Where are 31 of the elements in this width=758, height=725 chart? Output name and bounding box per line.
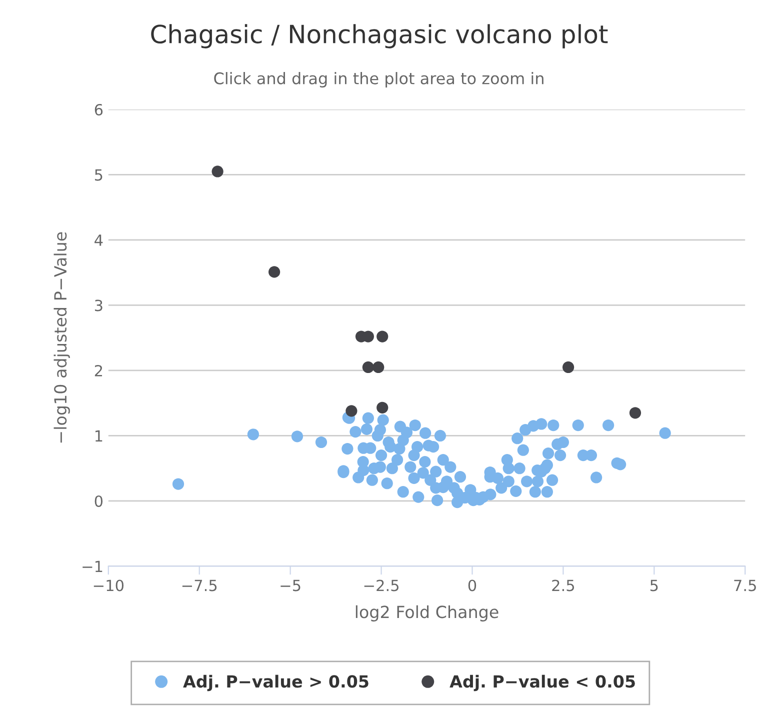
point bbox=[376, 330, 388, 342]
y-tick-label: 2 bbox=[94, 364, 102, 376]
point bbox=[376, 402, 388, 414]
x-tick-label: −10 bbox=[94, 580, 124, 592]
point bbox=[629, 407, 642, 419]
x-tick-label: −5 bbox=[280, 580, 300, 592]
legend-label: Adj. P−value < 0.05 bbox=[450, 674, 635, 692]
point bbox=[346, 405, 358, 417]
x-tick-label: 7.5 bbox=[734, 580, 756, 592]
point bbox=[362, 361, 374, 374]
point bbox=[212, 166, 224, 178]
point bbox=[372, 361, 384, 374]
legend-label: Adj. P−value > 0.05 bbox=[183, 674, 368, 692]
y-tick-label: 3 bbox=[94, 300, 102, 312]
x-axis-title: log2 Fold Change bbox=[356, 605, 498, 622]
y-tick-label: 6 bbox=[94, 104, 103, 116]
y-tick-label: 0 bbox=[94, 495, 103, 507]
x-tick-label: 2.5 bbox=[552, 580, 574, 592]
chart-subtitle: Click and drag in the plot area to zoom in bbox=[214, 72, 544, 88]
y-tick-label: 1 bbox=[95, 430, 102, 442]
y-tick-label: 5 bbox=[94, 169, 102, 181]
y-axis-title: −log10 adjusted P−Value bbox=[54, 232, 70, 443]
point bbox=[268, 266, 280, 278]
x-tick-label: −7.5 bbox=[182, 580, 217, 592]
x-tick-label: 0 bbox=[468, 580, 476, 592]
point bbox=[562, 361, 574, 374]
x-tick-label: −2.5 bbox=[364, 580, 398, 592]
x-tick-label: 5 bbox=[650, 580, 658, 592]
chart-title: Chagasic / Nonchagasic volcano plot bbox=[151, 24, 608, 48]
y-tick-label: 4 bbox=[94, 234, 103, 246]
y-tick-label: −1 bbox=[82, 560, 102, 572]
